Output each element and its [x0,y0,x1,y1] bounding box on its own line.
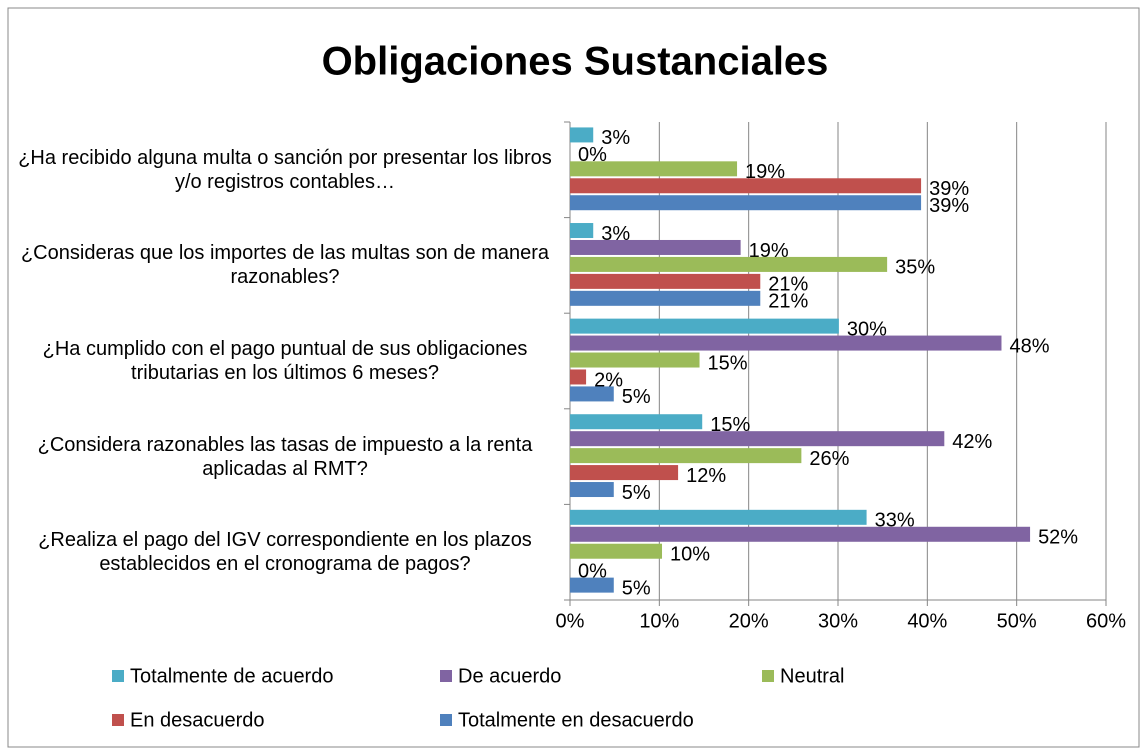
legend-label: Neutral [780,665,844,687]
legend-swatch [440,670,452,682]
data-label: 15% [710,414,750,436]
bar [570,195,922,211]
category-label: ¿Ha recibido alguna multa o sanción por … [18,146,552,193]
data-label: 48% [1009,335,1049,357]
bar [570,431,945,447]
data-label: 0% [578,560,607,582]
bar [570,290,761,306]
legend-swatch [112,714,124,726]
legend-swatch [762,670,774,682]
x-tick-label: 40% [907,610,947,632]
bar [570,273,761,289]
data-label: 5% [622,386,651,408]
bar [570,526,1031,542]
legend-label: De acuerdo [458,665,561,687]
data-label: 26% [809,448,849,470]
category-label: ¿Ha cumplido con el pago puntual de sus … [42,338,528,384]
data-label: 21% [768,291,808,313]
bar [570,256,888,272]
bar [570,352,700,368]
data-label: 19% [745,161,785,183]
data-label: 12% [686,465,726,487]
bar [570,414,703,430]
legend-label: En desacuerdo [130,709,265,731]
bar [570,448,802,464]
x-tick-label: 60% [1086,610,1126,632]
x-tick-label: 20% [729,610,769,632]
data-label: 33% [875,510,915,532]
x-tick-label: 30% [818,610,858,632]
x-tick-label: 50% [997,610,1037,632]
data-label: 2% [594,369,623,391]
bar [570,369,587,385]
bar [570,482,614,498]
bar [570,161,738,177]
chart-title: Obligaciones Sustanciales [322,40,829,84]
bar [570,577,614,593]
data-label: 39% [929,178,969,200]
bar [570,543,663,559]
bar [570,223,594,239]
data-label: 42% [952,431,992,453]
data-label: 52% [1038,527,1078,549]
data-label: 15% [708,352,748,374]
data-label: 30% [847,318,887,340]
data-label: 3% [601,223,630,245]
legend-swatch [440,714,452,726]
data-label: 21% [768,274,808,296]
data-label: 0% [578,144,607,166]
legend-swatch [112,670,124,682]
bar [570,178,922,194]
bar [570,465,679,481]
bar [570,509,867,525]
category-label: ¿Consideras que los importes de las mult… [20,242,550,289]
data-label: 5% [622,577,651,599]
bar [570,335,1002,351]
data-label: 19% [749,240,789,262]
bar [570,127,594,143]
x-tick-label: 10% [639,610,679,632]
bar [570,318,839,334]
data-label: 39% [929,195,969,217]
legend-label: Totalmente en desacuerdo [458,709,694,731]
data-label: 35% [895,257,935,279]
data-label: 10% [670,544,710,566]
category-label: ¿Realiza el pago del IGV correspondiente… [38,529,532,576]
data-label: 5% [622,482,651,504]
x-tick-label: 0% [556,610,585,632]
category-label: ¿Considera razonables las tasas de impue… [37,433,533,480]
bar [570,239,741,255]
data-label: 3% [601,127,630,149]
legend-label: Totalmente de acuerdo [130,665,333,687]
bar [570,386,614,402]
